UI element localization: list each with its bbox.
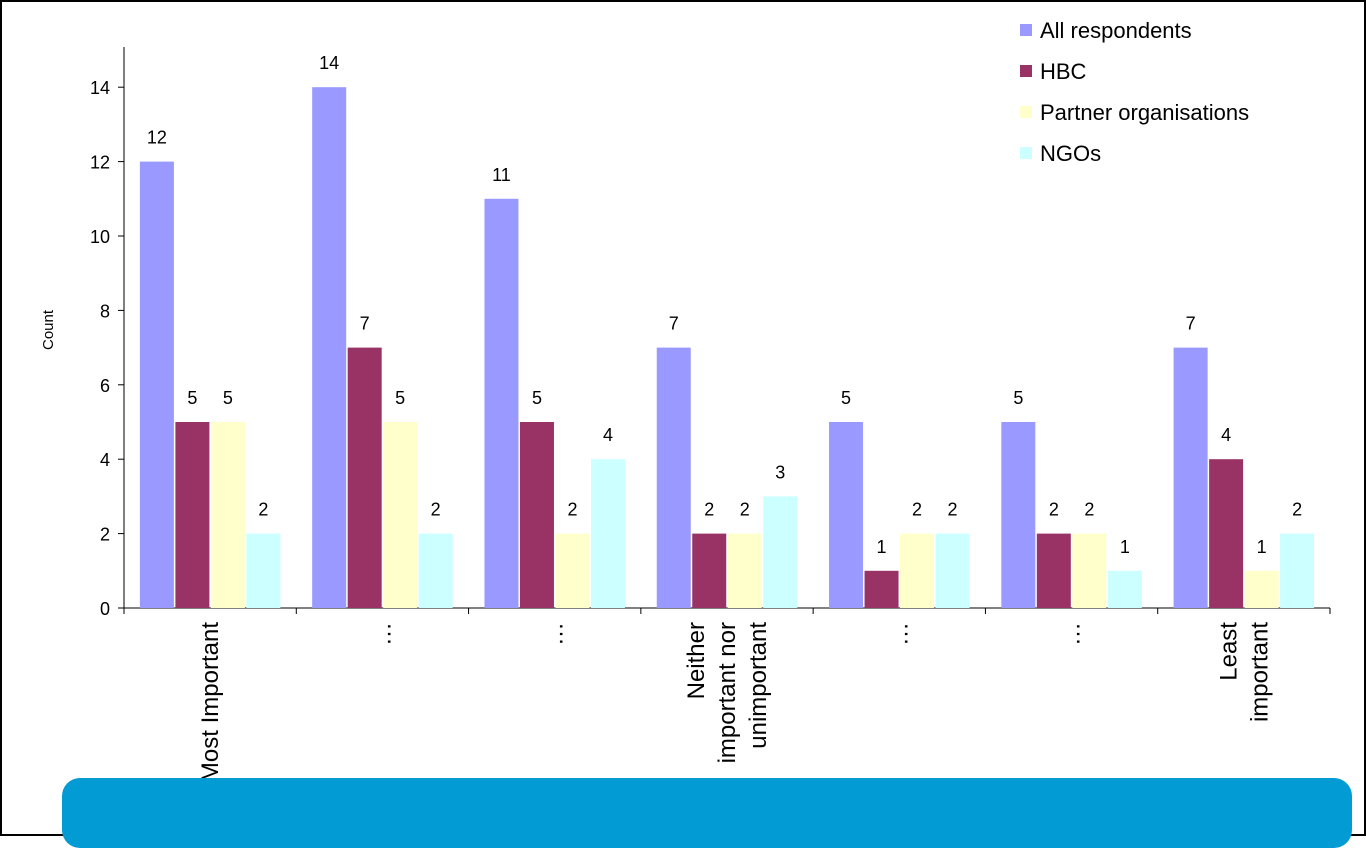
legend-swatch: [1020, 24, 1032, 36]
legend-label: Partner organisations: [1040, 100, 1249, 125]
x-category-label: …: [1059, 622, 1086, 646]
bar-value-label: 2: [912, 500, 922, 520]
x-category-label: …: [886, 622, 913, 646]
y-axis-label: Count: [40, 309, 57, 350]
bar: [1001, 422, 1036, 608]
bar-value-label: 1: [1257, 537, 1267, 557]
y-tick-label: 14: [90, 78, 110, 98]
y-tick-label: 4: [100, 450, 110, 470]
x-category-label: Least: [1215, 622, 1242, 681]
bar-value-label: 4: [1221, 425, 1231, 445]
y-tick-label: 10: [90, 227, 110, 247]
bar-value-label: 7: [669, 314, 679, 334]
legend-swatch: [1020, 147, 1032, 159]
bar: [555, 533, 590, 608]
bar: [656, 347, 691, 608]
bar-value-label: 5: [532, 388, 542, 408]
bar-value-label: 3: [775, 462, 785, 482]
bottom-banner: [62, 778, 1352, 848]
bar-value-label: 5: [841, 388, 851, 408]
bar: [1173, 347, 1208, 608]
legend-label: HBC: [1040, 59, 1087, 84]
bar: [1209, 459, 1244, 608]
x-category-label: …: [369, 622, 396, 646]
legend-label: NGOs: [1040, 141, 1101, 166]
bar: [763, 496, 798, 608]
bar-value-label: 2: [948, 500, 958, 520]
bar-value-label: 11: [492, 165, 511, 185]
bar: [246, 533, 281, 608]
bar: [383, 422, 418, 608]
bar-value-label: 2: [1084, 500, 1094, 520]
bar: [1107, 570, 1142, 608]
bar: [519, 422, 554, 608]
x-category-label: Most Important: [197, 622, 224, 782]
bar-value-label: 5: [187, 388, 197, 408]
bar: [864, 570, 899, 608]
bar: [210, 422, 245, 608]
x-category-label: Neither: [683, 622, 710, 699]
bar: [829, 422, 864, 608]
x-category-label: unimportant: [745, 622, 772, 749]
bar-value-label: 7: [360, 314, 370, 334]
y-tick-label: 2: [100, 525, 110, 545]
bar: [1244, 570, 1279, 608]
bar-value-label: 2: [740, 500, 750, 520]
bar-value-label: 2: [431, 500, 441, 520]
bar: [1072, 533, 1107, 608]
bar-value-label: 5: [1013, 388, 1023, 408]
bar-value-label: 2: [704, 500, 714, 520]
bar: [418, 533, 453, 608]
bar-value-label: 2: [1049, 500, 1059, 520]
bar: [139, 161, 174, 608]
bar-value-label: 5: [223, 388, 233, 408]
bar-value-label: 14: [319, 53, 339, 73]
y-tick-label: 12: [90, 153, 110, 173]
bar-value-label: 4: [603, 425, 613, 445]
x-category-label: important nor: [714, 622, 741, 763]
bar: [692, 533, 727, 608]
legend-swatch: [1020, 106, 1032, 118]
legend-label: All respondents: [1040, 18, 1192, 43]
bar: [935, 533, 970, 608]
bar-value-label: 5: [395, 388, 405, 408]
x-category-label: important: [1246, 622, 1273, 722]
bar: [1280, 533, 1315, 608]
bar: [484, 198, 519, 609]
legend-swatch: [1020, 65, 1032, 77]
bar-value-label: 2: [567, 500, 577, 520]
y-tick-label: 0: [100, 599, 110, 619]
bar-value-label: 2: [258, 500, 268, 520]
bar: [1036, 533, 1071, 608]
bar-value-label: 1: [877, 537, 887, 557]
y-tick-label: 6: [100, 376, 110, 396]
bar-value-label: 7: [1186, 314, 1196, 334]
y-tick-label: 8: [100, 301, 110, 321]
bar: [312, 87, 347, 608]
x-category-label: …: [542, 622, 569, 646]
bar-value-label: 1: [1120, 537, 1130, 557]
bar: [347, 347, 382, 608]
bar: [175, 422, 210, 608]
bar: [590, 459, 625, 608]
bar-value-label: 2: [1292, 500, 1302, 520]
bar-value-label: 12: [147, 128, 167, 148]
bar: [900, 533, 935, 608]
bar: [727, 533, 762, 608]
